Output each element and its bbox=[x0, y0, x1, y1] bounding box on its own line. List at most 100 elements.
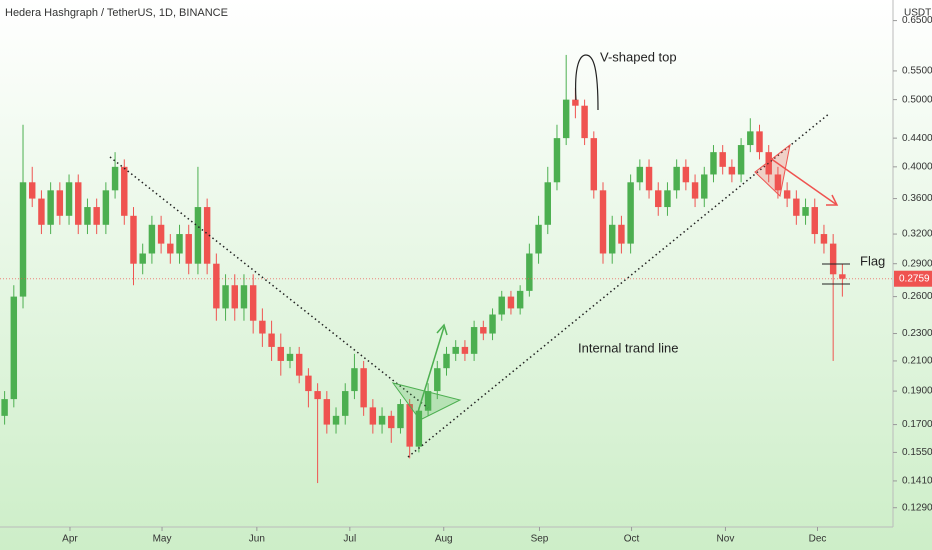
candle-body bbox=[599, 190, 607, 254]
candle-body bbox=[277, 346, 285, 361]
v-top-arc bbox=[575, 54, 599, 111]
candle-body bbox=[176, 234, 183, 254]
candle-body bbox=[305, 375, 312, 392]
green-arrow bbox=[417, 326, 445, 413]
candle-body bbox=[194, 207, 202, 264]
candle-body bbox=[608, 224, 616, 254]
candle-body bbox=[157, 224, 165, 244]
candle-body bbox=[93, 207, 100, 225]
candle-body bbox=[424, 391, 432, 411]
y-tick-label: 0.1290 bbox=[902, 502, 932, 513]
candle-body bbox=[342, 391, 349, 416]
y-tick-label: 0.4000 bbox=[902, 161, 932, 172]
candle-body bbox=[231, 285, 238, 309]
candle-body bbox=[710, 152, 717, 175]
candle-body bbox=[470, 327, 478, 354]
candle-body bbox=[839, 274, 846, 279]
candle-body bbox=[388, 415, 395, 429]
candle-body bbox=[19, 182, 27, 297]
candle-body bbox=[249, 285, 257, 321]
candle-body bbox=[203, 207, 211, 264]
y-tick-label: 0.1550 bbox=[902, 447, 932, 458]
candle-body bbox=[747, 131, 754, 146]
candle-body bbox=[38, 198, 45, 225]
candle-body bbox=[213, 263, 220, 309]
candle-body bbox=[397, 404, 404, 429]
candle-body bbox=[516, 290, 524, 309]
candle-body bbox=[268, 333, 275, 347]
x-tick-label: Jun bbox=[249, 534, 265, 545]
candle-body bbox=[581, 105, 588, 139]
candle-body bbox=[240, 285, 248, 309]
x-tick-label: Aug bbox=[435, 534, 453, 545]
red-arrowhead bbox=[826, 194, 839, 206]
candle-body bbox=[590, 138, 598, 191]
y-tick-label: 0.1410 bbox=[902, 476, 932, 487]
candle-body bbox=[627, 182, 634, 244]
candles bbox=[1, 54, 846, 484]
y-tick-label: 0.5500 bbox=[902, 66, 932, 77]
candle-body bbox=[148, 224, 156, 254]
red-arrow bbox=[769, 157, 838, 206]
candle-body bbox=[167, 243, 174, 254]
candle-body bbox=[802, 207, 809, 216]
candle-body bbox=[314, 391, 321, 400]
candle-body bbox=[452, 346, 459, 354]
candle-body bbox=[793, 198, 800, 216]
green-arrowhead bbox=[436, 323, 448, 336]
candle-body bbox=[332, 415, 340, 425]
red-triangle bbox=[754, 143, 791, 197]
candle-body bbox=[185, 234, 192, 264]
candle-body bbox=[756, 131, 763, 153]
annotation: Internal trand line bbox=[578, 340, 678, 355]
candle-body bbox=[691, 182, 699, 199]
candle-body bbox=[139, 253, 146, 264]
candle-body bbox=[783, 190, 791, 199]
candle-body bbox=[829, 243, 837, 275]
y-tick-label: 0.3200 bbox=[902, 229, 932, 240]
candle-body bbox=[1, 399, 8, 416]
candle-body bbox=[811, 207, 818, 235]
candle-body bbox=[111, 166, 119, 191]
candle-body bbox=[56, 190, 64, 216]
candle-body bbox=[130, 215, 137, 264]
y-tick-label: 0.6500 bbox=[902, 15, 932, 26]
candle-body bbox=[498, 296, 505, 315]
y-tick-label: 0.2900 bbox=[902, 258, 932, 269]
candle-body bbox=[572, 99, 579, 106]
candle-body bbox=[562, 99, 570, 139]
candle-body bbox=[719, 152, 726, 167]
candle-body bbox=[489, 314, 496, 334]
candle-body bbox=[65, 182, 73, 216]
candle-body bbox=[121, 166, 128, 216]
y-tick-label: 0.2600 bbox=[902, 291, 932, 302]
chart-title: Hedera Hashgraph / TetherUS, 1D, BINANCE bbox=[5, 7, 228, 19]
y-tick-label: 0.5000 bbox=[902, 94, 932, 105]
y-tick-label: 0.3600 bbox=[902, 193, 932, 204]
candle-body bbox=[351, 368, 358, 392]
candle-body bbox=[443, 353, 450, 369]
candle-body bbox=[682, 166, 690, 183]
candle-body bbox=[765, 152, 772, 175]
last-price-tag bbox=[894, 270, 932, 287]
y-tick-label: 0.2100 bbox=[902, 356, 932, 367]
last-price-label: 0.2759 bbox=[899, 273, 930, 284]
candle-body bbox=[102, 190, 110, 225]
x-tick-label: Oct bbox=[624, 534, 640, 545]
candle-body bbox=[645, 166, 653, 191]
candle-body bbox=[461, 346, 469, 354]
down-trend-line bbox=[109, 156, 429, 409]
candle-body bbox=[222, 285, 229, 309]
candle-body bbox=[673, 166, 680, 191]
candle-body bbox=[360, 368, 367, 408]
y-tick-label: 0.1700 bbox=[902, 419, 932, 430]
candle-body bbox=[286, 353, 294, 361]
candle-body bbox=[378, 415, 386, 425]
candle-body bbox=[701, 174, 708, 199]
candle-body bbox=[664, 190, 671, 208]
y-tick-label: 0.1900 bbox=[902, 386, 932, 397]
candle-body bbox=[434, 368, 441, 392]
candle-body bbox=[618, 224, 625, 244]
